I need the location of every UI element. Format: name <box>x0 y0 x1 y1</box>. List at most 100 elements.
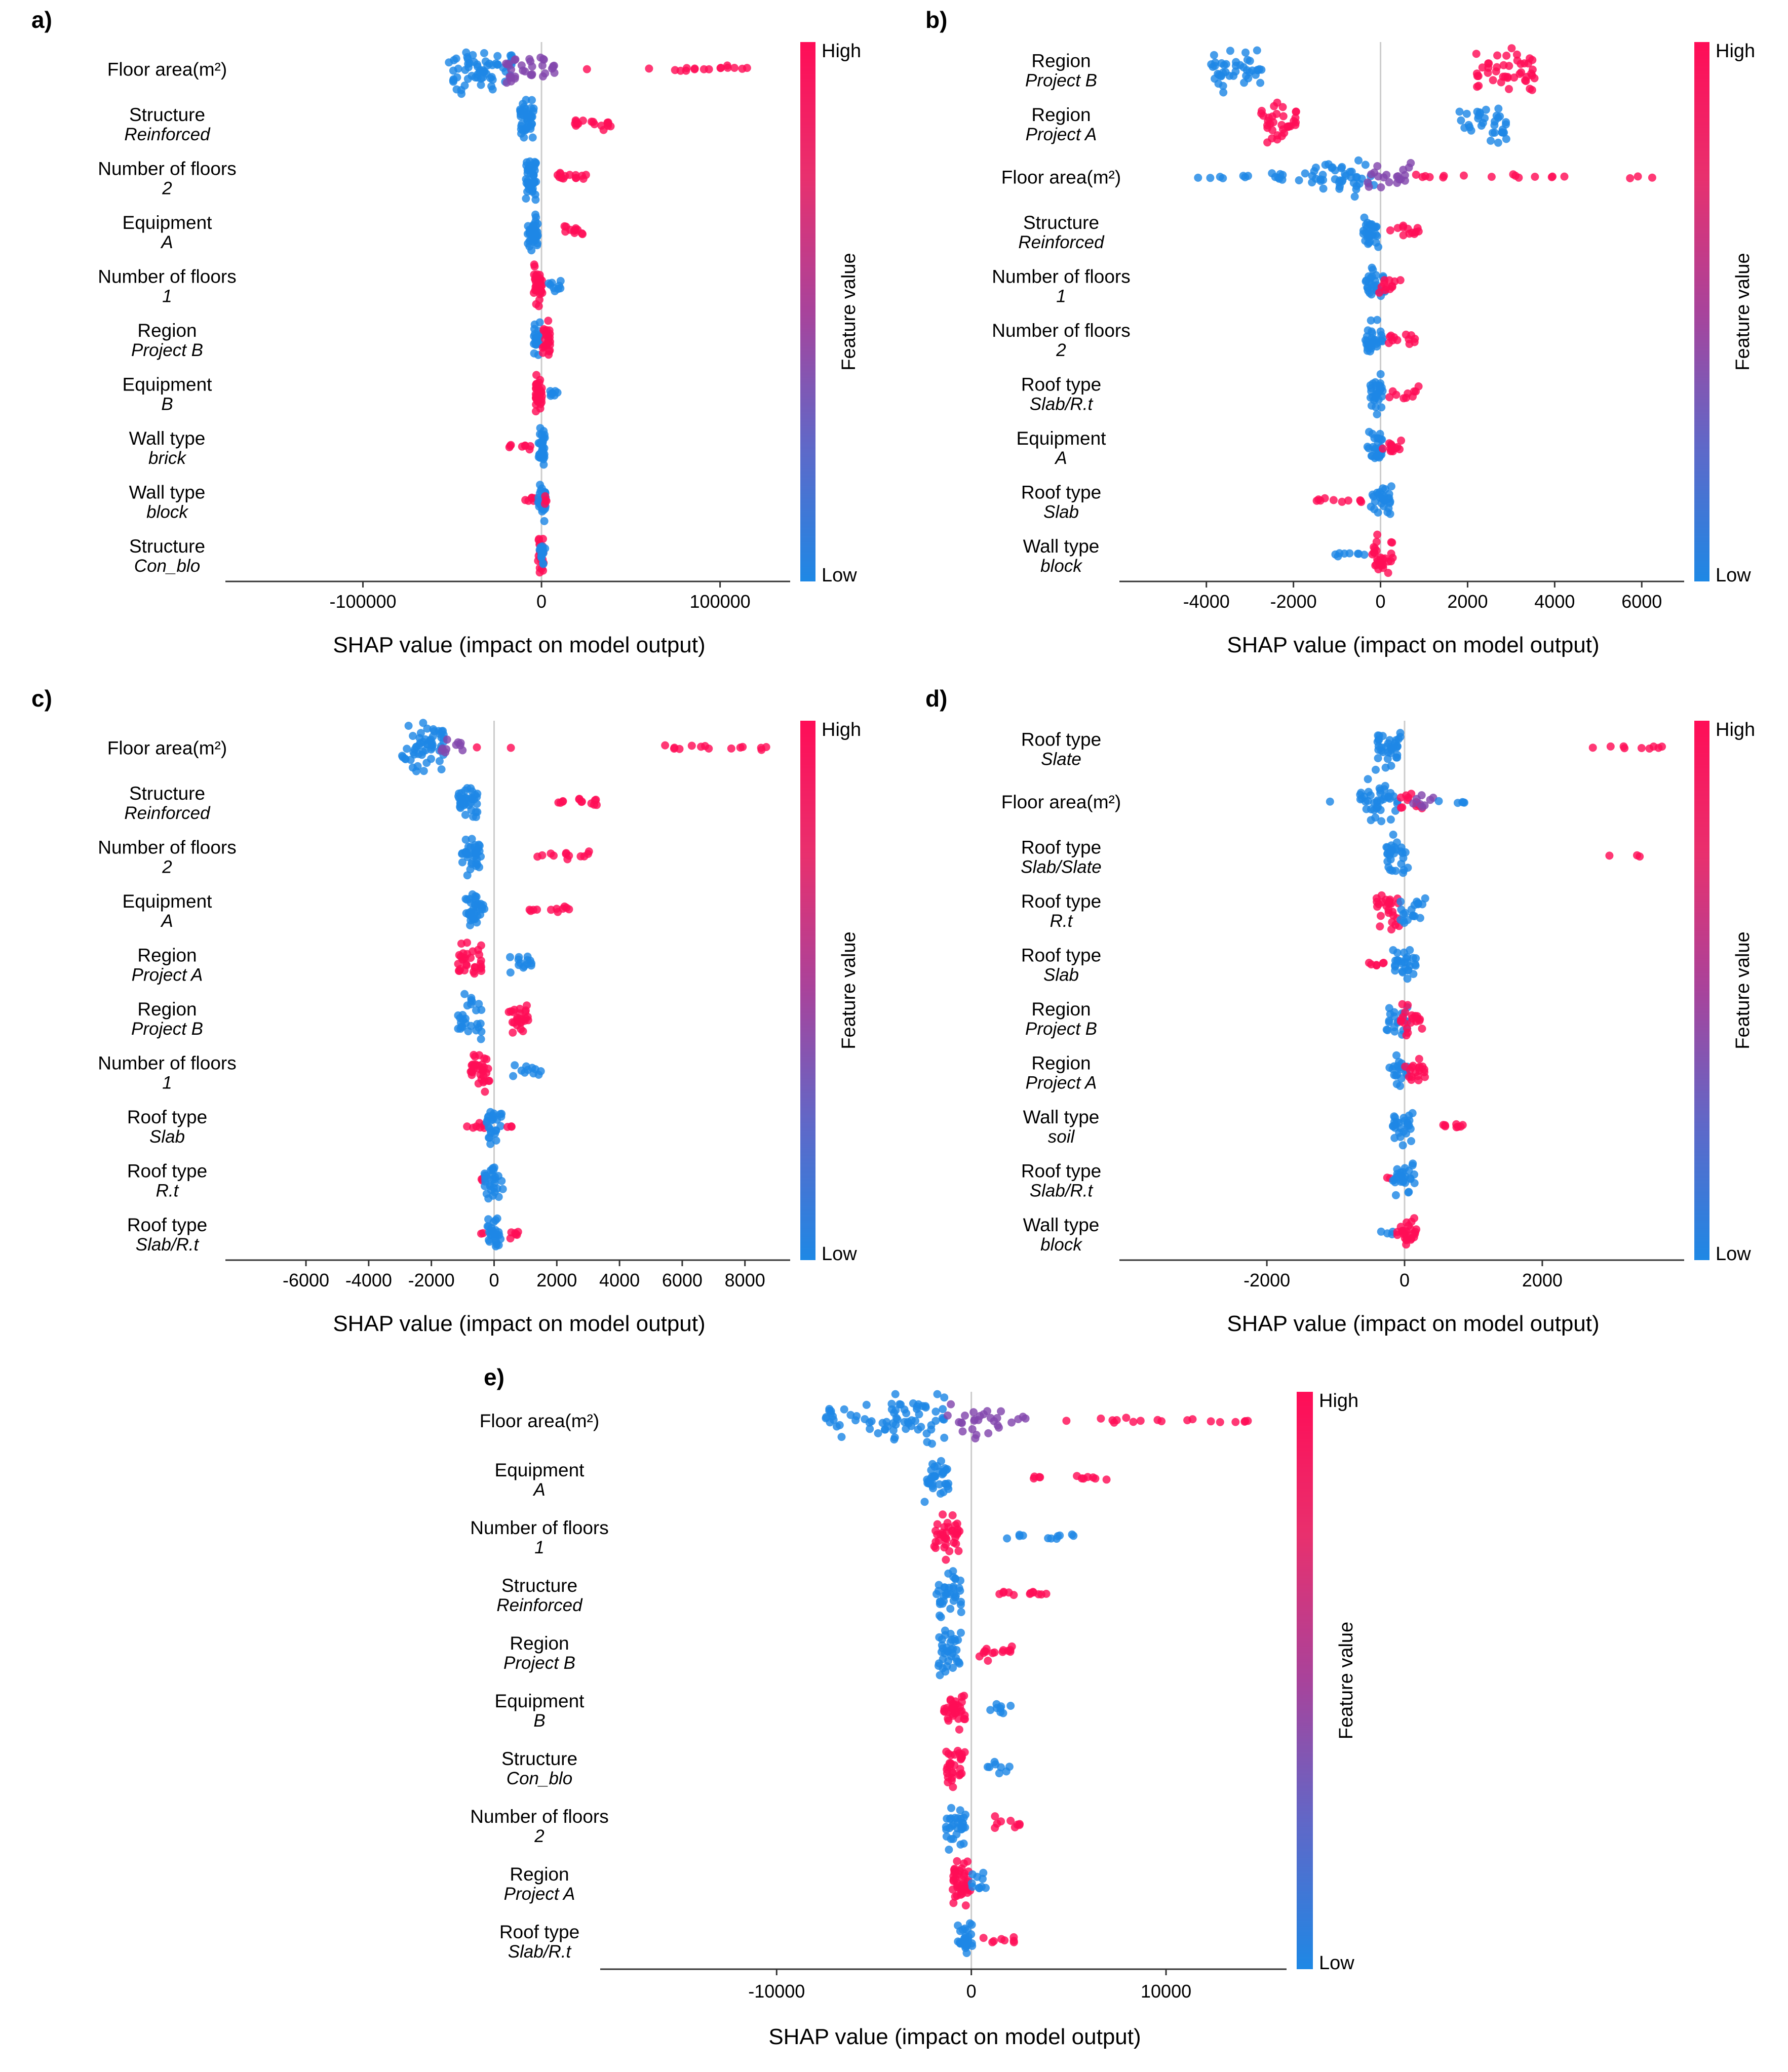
shap-point <box>486 1140 495 1148</box>
shap-point <box>1136 1417 1145 1425</box>
shap-point <box>955 1418 963 1426</box>
shap-point <box>419 767 428 775</box>
shap-point <box>1510 73 1519 82</box>
shap-point <box>456 965 464 973</box>
shap-point <box>1264 113 1273 122</box>
shap-point <box>1385 393 1394 402</box>
shap-point <box>1401 1062 1410 1071</box>
feature-sublabel: block <box>146 502 188 522</box>
shap-point <box>1270 102 1278 110</box>
shap-point <box>950 1635 959 1643</box>
shap-point <box>554 285 562 293</box>
shap-point <box>1385 1004 1393 1012</box>
shap-point <box>1489 76 1497 85</box>
shap-point <box>1373 410 1381 418</box>
shap-point <box>958 1427 967 1436</box>
shap-point <box>723 61 731 70</box>
feature-sublabel: Project A <box>1026 1073 1097 1092</box>
shap-point <box>1377 183 1385 191</box>
shap-point <box>485 59 494 68</box>
feature-label: Equipment <box>495 1460 585 1480</box>
shap-point <box>1522 77 1530 85</box>
colorbar <box>1694 42 1709 581</box>
shap-point <box>946 1605 955 1613</box>
shap-point <box>1374 243 1383 251</box>
shap-point <box>1256 79 1265 87</box>
shap-point <box>1493 63 1501 71</box>
shap-point <box>1311 164 1320 172</box>
shap-point <box>462 48 471 57</box>
shap-point <box>943 1411 952 1420</box>
feature-sublabel: 2 <box>162 857 172 877</box>
figure-row-2: c) Floor area(m²) Structure Reinforced Numb… <box>0 683 1788 1361</box>
shap-point <box>986 1706 995 1714</box>
colorbar-title: Feature value <box>1336 1622 1357 1739</box>
shap-point <box>481 1182 489 1190</box>
shap-point <box>562 904 571 912</box>
shap-point <box>533 283 541 291</box>
shap-point <box>1391 867 1400 875</box>
shap-point <box>1062 1417 1071 1425</box>
feature-label: Roof type <box>1021 891 1101 912</box>
shap-point <box>443 735 451 744</box>
colorbar-low-label: Low <box>1716 1243 1751 1265</box>
shap-point <box>538 851 547 859</box>
shap-point <box>1386 1010 1394 1019</box>
shap-point <box>1407 159 1415 167</box>
shap-point <box>736 744 745 752</box>
shap-point <box>1331 175 1339 183</box>
shap-point <box>1488 129 1497 137</box>
shap-point <box>945 1846 953 1854</box>
shap-point <box>1606 742 1615 751</box>
shap-point <box>979 1874 987 1883</box>
shap-point <box>940 1592 948 1600</box>
shap-point <box>933 1520 942 1529</box>
shap-point <box>1374 172 1383 181</box>
shap-point <box>1378 494 1386 502</box>
shap-point <box>1377 817 1386 826</box>
shap-point <box>521 496 530 504</box>
shap-point <box>1246 57 1254 65</box>
shap-point <box>1319 184 1328 193</box>
x-tick-label: -4000 <box>1183 591 1230 612</box>
shap-point <box>993 1414 1001 1422</box>
x-tick-label: 4000 <box>599 1270 640 1291</box>
shap-point <box>935 1480 944 1489</box>
shap-point <box>535 318 544 327</box>
feature-label: Wall type <box>1023 1107 1100 1127</box>
shap-point <box>1002 1767 1010 1776</box>
shap-point <box>493 52 502 60</box>
shap-point <box>1376 370 1385 378</box>
shap-point <box>1414 1076 1423 1084</box>
shap-point <box>949 1783 957 1791</box>
feature-label: Region <box>137 999 197 1020</box>
shap-point <box>473 743 481 752</box>
feature-sublabel: Project B <box>503 1653 575 1673</box>
shap-point <box>947 1400 955 1409</box>
shap-point <box>1408 1109 1417 1117</box>
feature-label: Number of floors <box>98 266 237 287</box>
shap-point <box>1472 50 1481 58</box>
shap-point <box>975 1652 984 1661</box>
feature-label: Structure <box>501 1748 577 1769</box>
shap-point <box>477 1035 485 1043</box>
shap-point <box>1392 1051 1401 1060</box>
shap-point <box>953 1883 962 1892</box>
shap-point <box>1511 172 1520 180</box>
shap-point <box>1658 742 1666 751</box>
shap-point <box>470 1050 478 1059</box>
shap-point <box>412 742 421 751</box>
shap-point <box>1122 1414 1131 1422</box>
shap-point <box>941 1707 949 1716</box>
shap-point <box>578 230 587 239</box>
shap-point <box>955 1584 963 1592</box>
shap-point <box>1396 897 1405 906</box>
shap-point <box>468 890 477 898</box>
shap-point <box>730 64 738 72</box>
shap-point <box>937 1457 945 1465</box>
shap-point <box>1338 177 1346 186</box>
shap-point <box>1392 390 1401 399</box>
panel-d-letter: d) <box>925 685 948 712</box>
shap-point <box>529 171 538 179</box>
